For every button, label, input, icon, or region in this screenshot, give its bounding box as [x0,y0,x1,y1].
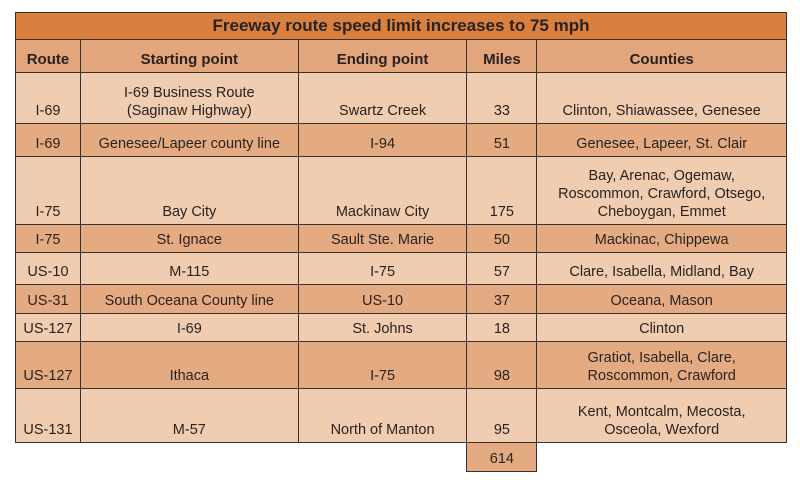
ending-point-cell: I-75 [297,252,468,285]
counties-cell-line: Osceola, Wexford [604,422,720,438]
starting-point-cell-line: South Oceana County line [104,293,274,309]
route-cell: I-69 [15,72,81,124]
miles-cell: 50 [466,224,538,253]
counties-cell-line: Genesee, Lapeer, St. Clair [576,136,748,152]
blank-cell [15,442,467,472]
table-row: US-127 Ithaca I-75 98 Gratiot, Isabella, Cla… [15,341,787,389]
counties-cell: Genesee, Lapeer, St. Clair [536,123,787,157]
route-cell: I-69 [15,123,81,157]
route-cell: US-127 [15,341,81,389]
ending-point-cell: US-10 [297,284,468,314]
route-cell: I-75 [15,156,81,225]
counties-cell: Clare, Isabella, Midland, Bay [536,252,787,285]
starting-point-cell-line: I-69 Business Route [124,85,255,101]
counties-cell: Bay, Arenac, Ogemaw, Roscommon, Crawford,… [536,156,787,225]
route-cell: I-75 [15,224,81,253]
counties-cell: Mackinac, Chippewa [536,224,787,253]
counties-cell: Gratiot, Isabella, Clare, Roscommon, Craw… [536,341,787,389]
speed-limit-table: Freeway route speed limit increases to 7… [15,12,787,472]
miles-cell: 37 [466,284,538,314]
ending-point-cell: I-75 [297,341,468,389]
ending-point-cell: I-94 [297,123,468,157]
counties-cell-line: Roscommon, Crawford [587,368,736,384]
miles-cell: 51 [466,123,538,157]
ending-point-cell: Mackinaw City [297,156,468,225]
starting-point-cell: St. Ignace [79,224,299,253]
starting-point-cell: Bay City [79,156,299,225]
starting-point-cell: I-69 Business Route (Saginaw Highway) [79,72,299,124]
counties-cell: Oceana, Mason [536,284,787,314]
counties-cell-line: Gratiot, Isabella, Clare, [587,350,736,366]
counties-cell-line: Bay, Arenac, Ogemaw, [588,168,735,184]
route-cell: US-131 [15,388,81,443]
starting-point-cell: M-115 [79,252,299,285]
starting-point-cell: M-57 [79,388,299,443]
table-row: I-75 St. Ignace Sault Ste. Marie 50 Mackinac… [15,224,787,253]
blank-cell [536,442,787,472]
total-row: 614 [15,442,787,472]
counties-cell-line: Kent, Montcalm, Mecosta, [577,404,746,420]
counties-cell-line: Clinton [639,321,685,337]
column-header-ending-point: Ending point [297,39,468,73]
column-header-counties: Counties [536,39,787,73]
starting-point-cell-line: I-69 [176,321,202,337]
ending-point-cell: North of Manton [297,388,468,443]
table-row: US-131 M-57 North of Manton 95 Kent, Montcal… [15,388,787,443]
ending-point-cell: St. Johns [297,313,468,342]
table-row: I-69 I-69 Business Route (Saginaw Highway)… [15,72,787,124]
starting-point-cell-line: M-115 [169,264,210,280]
table-row: US-31 South Oceana County line US-10 37 Ocea… [15,284,787,314]
column-header-miles: Miles [466,39,538,73]
counties-cell-line: Oceana, Mason [610,293,713,309]
starting-point-cell: Genesee/Lapeer county line [79,123,299,157]
miles-cell: 33 [466,72,538,124]
starting-point-cell-line: Ithaca [169,368,210,384]
starting-point-cell-line: Bay City [162,204,217,220]
counties-cell-line: Clare, Isabella, Midland, Bay [569,264,754,280]
route-cell: US-10 [15,252,81,285]
miles-cell: 175 [466,156,538,225]
route-cell: US-127 [15,313,81,342]
starting-point-cell-line: (Saginaw Highway) [126,103,252,119]
counties-cell: Kent, Montcalm, Mecosta, Osceola, Wexford [536,388,787,443]
route-cell: US-31 [15,284,81,314]
starting-point-cell-line: St. Ignace [156,232,222,248]
counties-cell-line: Clinton, Shiawassee, Genesee [562,103,761,119]
counties-cell-line: Roscommon, Crawford, Otsego, [558,186,766,202]
miles-cell: 95 [466,388,538,443]
miles-cell: 18 [466,313,538,342]
total-miles: 614 [466,442,538,472]
counties-cell-line: Mackinac, Chippewa [594,232,729,248]
starting-point-cell: Ithaca [79,341,299,389]
miles-cell: 98 [466,341,538,389]
starting-point-cell: South Oceana County line [79,284,299,314]
table-row: I-75 Bay City Mackinaw City 175 Bay, Arenac,… [15,156,787,225]
table-row: US-10 M-115 I-75 57 Clare, Isabella, Midland… [15,252,787,285]
counties-cell: Clinton, Shiawassee, Genesee [536,72,787,124]
column-header-route: Route [15,39,81,73]
column-header-starting-point: Starting point [79,39,299,73]
starting-point-cell-line: M-57 [172,422,206,438]
ending-point-cell: Swartz Creek [297,72,468,124]
miles-cell: 57 [466,252,538,285]
counties-cell: Clinton [536,313,787,342]
ending-point-cell: Sault Ste. Marie [297,224,468,253]
starting-point-cell: I-69 [79,313,299,342]
table-row: US-127 I-69 St. Johns 18 Clinton [15,313,787,342]
table-row: I-69 Genesee/Lapeer county line I-94 51 Gene… [15,123,787,157]
table-title: Freeway route speed limit increases to 7… [15,12,787,40]
starting-point-cell-line: Genesee/Lapeer county line [98,136,281,152]
counties-cell-line: Cheboygan, Emmet [597,204,726,220]
